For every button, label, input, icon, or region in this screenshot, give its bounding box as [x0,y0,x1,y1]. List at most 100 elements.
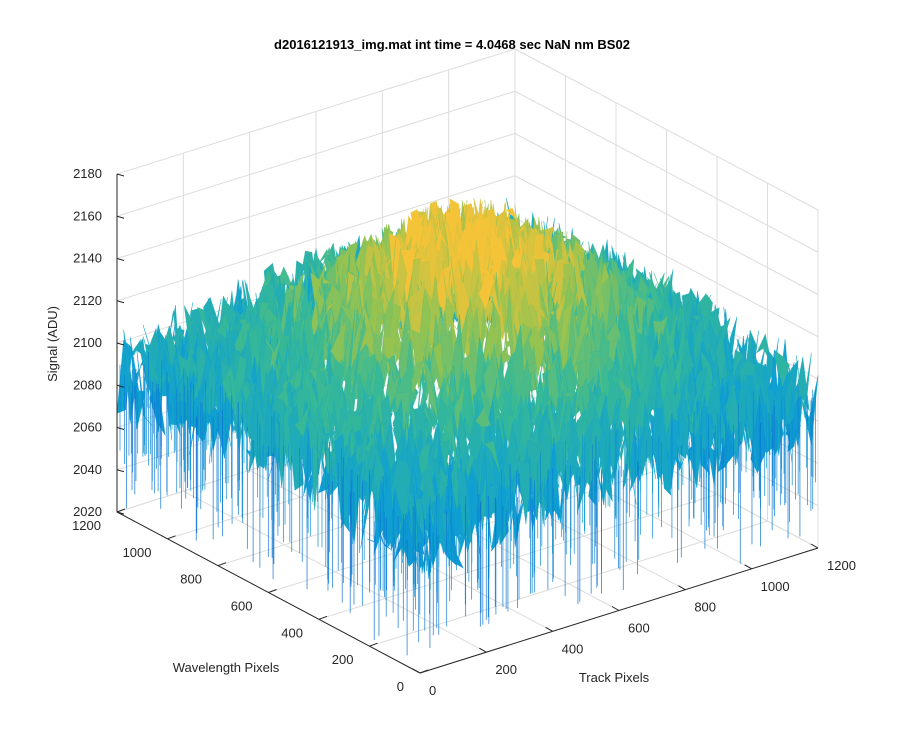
z-tick-label: 2120 [73,293,102,308]
surface-patch [487,221,503,298]
z-tick-label: 2140 [73,251,102,266]
x-tick-mark [545,626,553,632]
grid-floor-y-1 [369,520,768,647]
surface-spikes [119,351,816,656]
z-tick-mark [116,258,125,261]
y-tick-label: 200 [332,652,354,667]
surface-patch [716,384,732,446]
x-tick-label: 800 [694,600,716,615]
x-tick-label: 1000 [761,579,790,594]
surface-patch [653,272,670,297]
surface-patch [796,352,812,418]
z-axis-label: Signal (ADU) [45,306,60,382]
x-tick-label: 600 [628,621,650,636]
grid-wall-z-7 [116,90,516,217]
surface-patch [189,381,205,455]
surface-patch [707,386,723,487]
z-tick-label: 2180 [73,166,102,181]
surface-patch [676,398,693,459]
surface-patch [383,314,399,384]
x-tick-mark [479,647,487,653]
x-axis-label: Track Pixels [579,670,650,685]
z-tick-mark [116,173,125,177]
surface-patch [319,301,336,328]
y-tick-label: 0 [397,679,404,694]
x-tick-mark [611,606,620,611]
surface-patch [774,349,790,392]
x-tick-mark [810,543,819,549]
y-tick-label: 800 [180,572,202,587]
x-tick-label: 0 [429,683,436,698]
y-tick-label: 400 [281,625,303,640]
surface-patch [294,401,311,438]
y-tick-label: 600 [231,599,253,614]
z-tick-label: 2020 [73,504,102,519]
z-tick-label: 2040 [73,462,102,477]
surface-patch [359,322,375,360]
surface-patch [652,315,669,349]
chart-title: d2016121913_img.mat int time = 4.0468 se… [274,37,630,52]
surface-patch [307,415,324,511]
surface-patch [594,441,611,506]
x-tick-label: 200 [495,662,517,677]
y-tick-mark [268,589,277,593]
y-tick-mark [419,669,429,674]
surface-mesh [116,197,819,580]
surface-patch [143,336,159,382]
y-tick-mark [217,562,227,567]
y-tick-mark [116,508,126,513]
z-tick-mark [116,427,125,430]
y-tick-mark [369,642,378,647]
surface-patch [471,212,488,275]
surface-patch [181,320,198,346]
z-tick-label: 2160 [73,208,102,223]
y-axis-label: Wavelength Pixels [173,660,280,675]
z-tick-mark [116,511,125,515]
grid-wall-z-5 [116,175,516,302]
z-tick-mark [116,300,125,304]
z-tick-mark [116,342,125,346]
grid-wall2-z-6 [514,133,819,295]
axes [116,173,819,674]
surface-patch [475,406,492,427]
surface-patch [409,280,425,376]
surface-patch [562,429,578,501]
surface-patch [422,356,439,419]
surface-patch [733,386,750,454]
surface-patch [491,235,508,262]
surface-patch [478,269,495,310]
grid-wall-z-6 [116,133,516,259]
z-tick-label: 2080 [73,377,102,392]
surface-patch [484,255,501,281]
grid-wall-z-8 [116,48,516,175]
x-tick-mark [412,668,421,674]
surface-patch [435,265,451,311]
z-tick-mark [116,384,125,388]
surface-patch [314,444,330,514]
surface-patch [454,275,471,347]
y-tick-mark [318,615,328,620]
z-tick-label: 2100 [73,335,102,350]
tick-labels: 0 200 400 600 800 1000 1200 0 200 400 600 800 1000 12… [72,166,856,698]
y-tick-label: 1000 [123,545,152,560]
surface-patch [370,390,387,461]
z-tick-mark [116,215,125,219]
surface-patch [485,284,501,320]
x-tick-label: 400 [562,641,584,656]
surface-patch [430,494,447,556]
x-tick-mark [678,585,686,591]
surface-patch [528,325,545,377]
y-tick-mark [167,535,176,540]
surface-patch [399,512,416,567]
surface-patch [396,279,412,331]
surface-patch [557,392,575,441]
x-tick-mark [744,564,752,570]
surface-patch [505,208,522,235]
z-tick-mark [116,469,125,473]
z-tick-label: 2060 [73,420,102,435]
surface-patch [484,440,501,473]
grid-wall2-z-5 [514,175,819,338]
grid-wall2-z-8 [514,48,819,211]
x-tick-label: 1200 [827,558,856,573]
